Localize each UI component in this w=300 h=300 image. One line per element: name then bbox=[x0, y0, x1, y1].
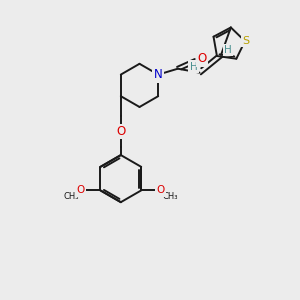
Text: CH₃: CH₃ bbox=[163, 192, 178, 201]
Text: N: N bbox=[154, 68, 163, 81]
Text: CH₃: CH₃ bbox=[63, 192, 79, 201]
Text: O: O bbox=[157, 185, 165, 195]
Text: S: S bbox=[242, 36, 250, 46]
Text: O: O bbox=[116, 125, 125, 138]
Text: H: H bbox=[190, 62, 197, 72]
Text: O: O bbox=[198, 52, 207, 65]
Text: O: O bbox=[77, 185, 85, 195]
Text: H: H bbox=[224, 45, 232, 55]
